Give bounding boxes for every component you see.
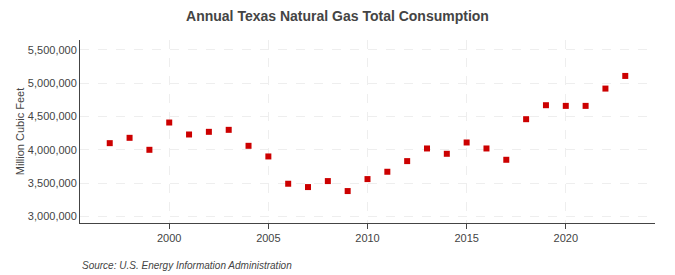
svg-text:Million Cubic Feet: Million Cubic Feet	[14, 88, 26, 175]
svg-text:3,500,000: 3,500,000	[28, 177, 77, 189]
svg-text:2010: 2010	[355, 232, 379, 244]
svg-text:Annual Texas Natural Gas Total: Annual Texas Natural Gas Total Consumpti…	[186, 8, 489, 24]
svg-text:2005: 2005	[256, 232, 280, 244]
svg-text:4,000,000: 4,000,000	[28, 144, 77, 156]
svg-text:5,000,000: 5,000,000	[28, 77, 77, 89]
svg-text:Source: U.S. Energy Informatio: Source: U.S. Energy Information Administ…	[82, 260, 292, 271]
svg-text:5,500,000: 5,500,000	[28, 44, 77, 56]
svg-text:2020: 2020	[554, 232, 578, 244]
svg-text:2000: 2000	[157, 232, 181, 244]
svg-text:4,500,000: 4,500,000	[28, 110, 77, 122]
svg-text:3,000,000: 3,000,000	[28, 210, 77, 222]
svg-text:2015: 2015	[454, 232, 478, 244]
